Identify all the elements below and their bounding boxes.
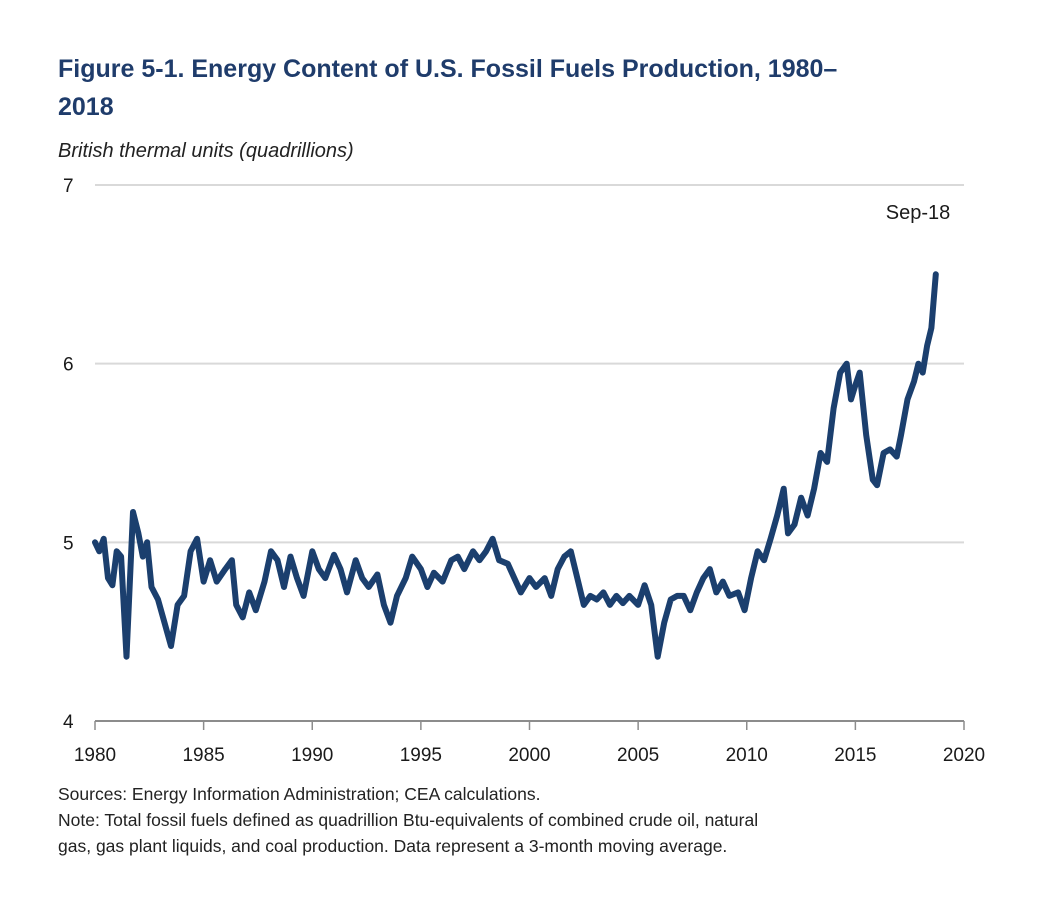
chart-title-line-1: Figure 5-1. Energy Content of U.S. Fossi… xyxy=(58,55,838,83)
y-tick-label-4: 4 xyxy=(63,712,74,733)
y-axis-ticks: 4 5 6 7 xyxy=(63,176,74,733)
chart-title-line-2: 2018 xyxy=(58,93,114,121)
annotation-sep-18: Sep-18 xyxy=(886,202,951,224)
x-tick-label-1990: 1990 xyxy=(291,745,333,766)
y-tick-label-5: 5 xyxy=(63,533,74,554)
x-tick-label-2005: 2005 xyxy=(617,745,659,766)
series-line-0 xyxy=(92,271,939,660)
x-tick-label-1980: 1980 xyxy=(74,745,116,766)
note-line-1: Note: Total fossil fuels defined as quad… xyxy=(58,810,759,830)
x-tick-label-2000: 2000 xyxy=(508,745,550,766)
gridlines xyxy=(95,184,964,544)
y-tick-label-6: 6 xyxy=(63,355,74,376)
series-group xyxy=(92,271,939,660)
y-tick-label-7: 7 xyxy=(63,176,74,197)
chart-notes: Sources: Energy Information Administrati… xyxy=(58,781,1018,859)
sources-text: Sources: Energy Information Administrati… xyxy=(58,784,541,804)
x-axis: 1980 1985 1990 1995 2000 2005 2010 2015 2020 xyxy=(74,720,985,766)
note-line-2: gas, gas plant liquids, and coal product… xyxy=(58,836,728,856)
x-tick-label-2020: 2020 xyxy=(943,745,985,766)
x-tick-label-1985: 1985 xyxy=(182,745,224,766)
y-axis-label: British thermal units (quadrillions) xyxy=(58,140,354,162)
chart-title: Figure 5-1. Energy Content of U.S. Fossi… xyxy=(58,50,988,126)
x-tick-label-2015: 2015 xyxy=(834,745,876,766)
x-tick-label-1995: 1995 xyxy=(400,745,442,766)
x-tick-label-2010: 2010 xyxy=(726,745,768,766)
